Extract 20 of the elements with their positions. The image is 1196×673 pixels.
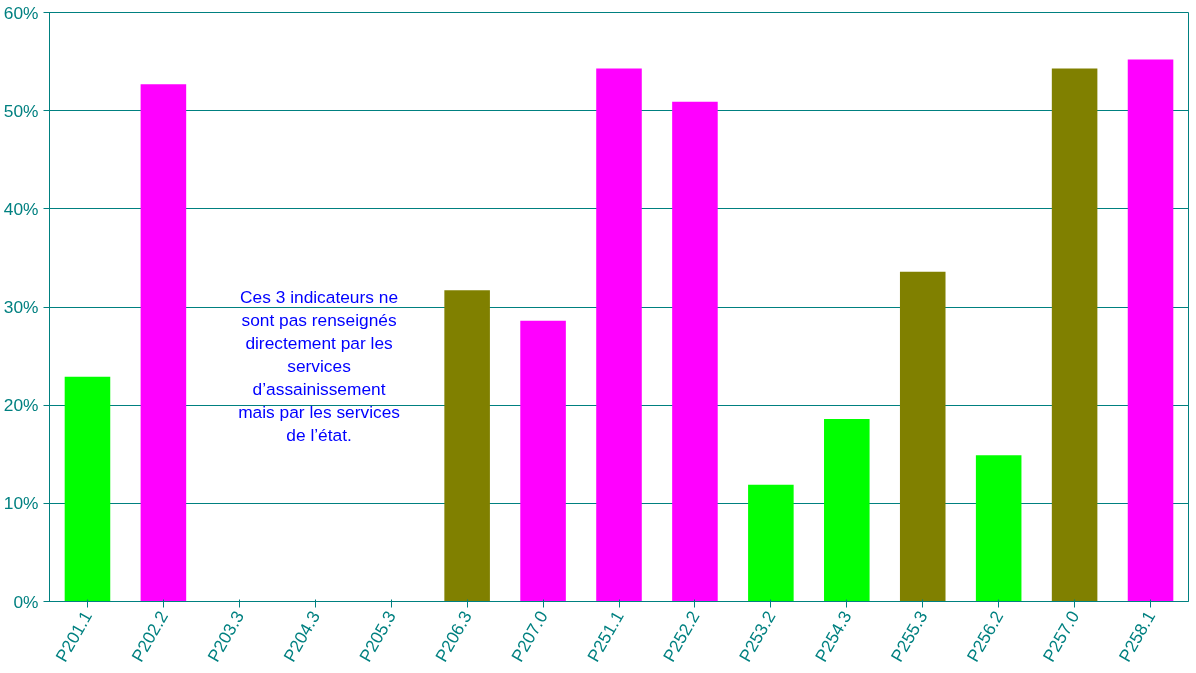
y-tick-label: 10% bbox=[3, 493, 39, 514]
bar bbox=[596, 68, 642, 602]
bar bbox=[672, 101, 718, 602]
bar bbox=[1127, 59, 1174, 602]
bar bbox=[444, 290, 490, 602]
bar bbox=[140, 84, 187, 602]
bar bbox=[975, 455, 1022, 602]
bar bbox=[64, 376, 111, 602]
y-tick-label: 0% bbox=[13, 591, 39, 612]
y-tick-label: 60% bbox=[3, 2, 39, 23]
bar bbox=[899, 271, 946, 602]
y-tick-label: 20% bbox=[3, 395, 39, 416]
bar bbox=[1051, 68, 1098, 602]
annotation: Ces 3 indicateurs ne sont pas renseignés directement par les services d’assainissement mais par les services de l’état. bbox=[238, 286, 401, 445]
bar bbox=[520, 320, 566, 602]
y-tick-label: 50% bbox=[3, 100, 39, 121]
bar bbox=[748, 484, 794, 602]
bar bbox=[824, 418, 870, 602]
y-tick-label: 40% bbox=[3, 198, 39, 219]
y-tick-label: 30% bbox=[3, 297, 39, 317]
